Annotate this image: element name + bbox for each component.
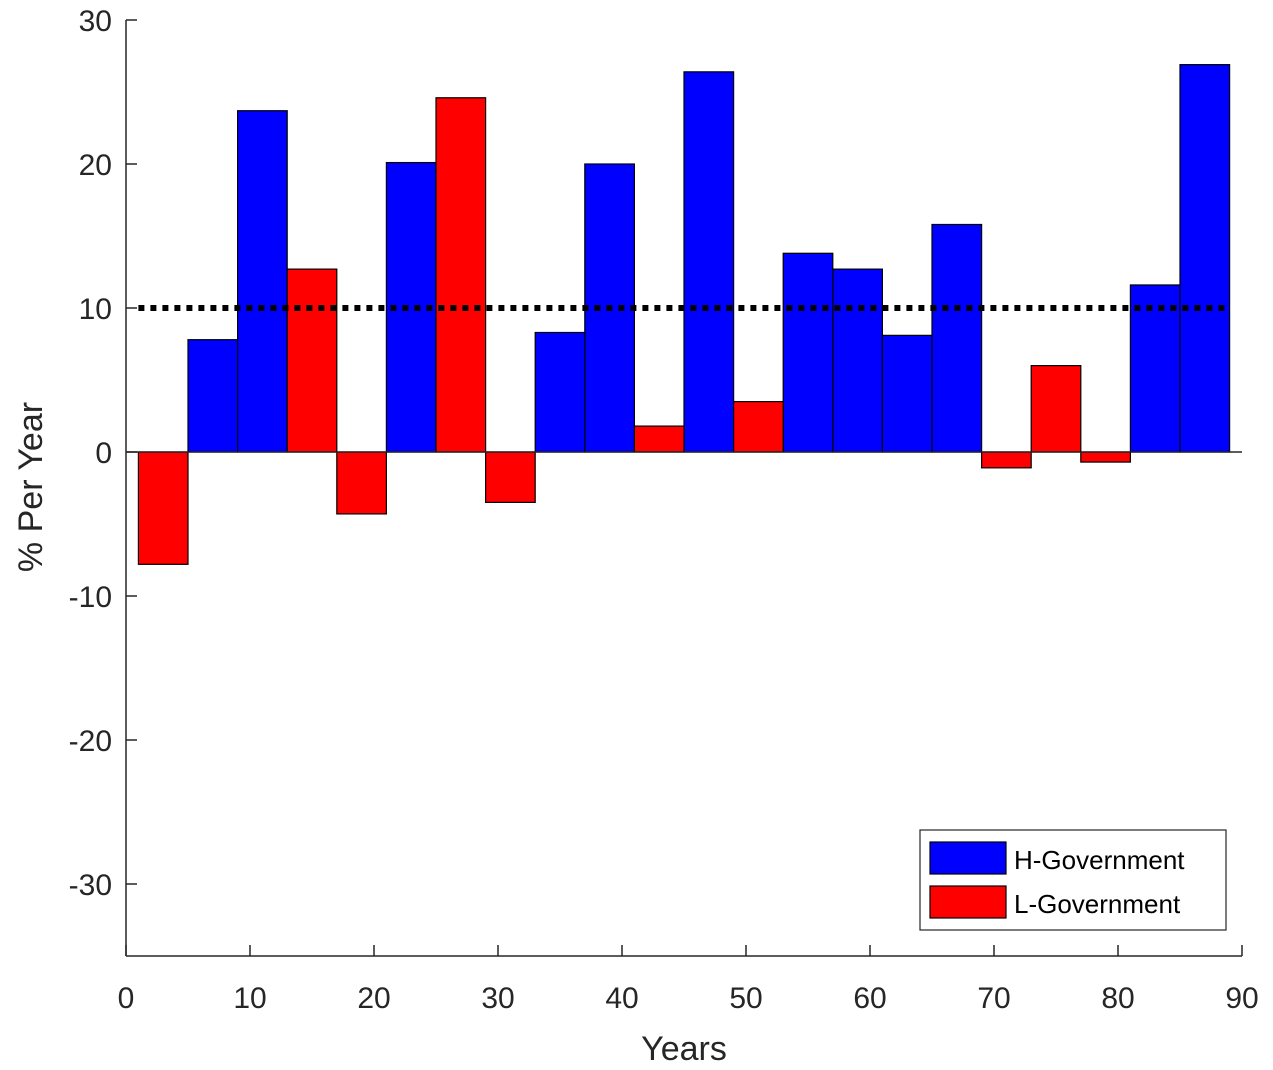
bar-h-government-55 <box>782 252 834 453</box>
bar-l-government-31 <box>485 451 536 504</box>
bar-h-government-59 <box>832 268 883 453</box>
bar-l-government-43 <box>633 425 685 453</box>
y-tick-label: -30 <box>69 869 112 902</box>
legend-swatch-h-government <box>929 841 1007 875</box>
bar-h-government-35 <box>534 331 586 453</box>
legend: H-Government L-Government <box>919 829 1227 931</box>
axes-group: 0 10 20 30 40 50 60 70 80 90 30 20 10 0 -10 -20 -30 <box>69 5 1259 1015</box>
bar-h-government-67 <box>931 223 983 453</box>
bar-h-government-87 <box>1179 64 1231 453</box>
bar-l-government-15 <box>286 268 338 453</box>
legend-swatch-l-government <box>929 885 1007 919</box>
y-tick-label: 0 <box>95 437 112 470</box>
x-tick-label: 80 <box>1101 982 1134 1015</box>
x-tick-label: 90 <box>1225 982 1258 1015</box>
bar-l-government-3 <box>137 451 189 565</box>
legend-label-h-government: H-Government <box>1014 845 1185 875</box>
bar-h-government-83 <box>1129 284 1181 453</box>
y-tick-label: 30 <box>79 5 112 38</box>
bar-h-government-63 <box>881 334 933 453</box>
x-tick-label: 70 <box>977 982 1010 1015</box>
bar-l-government-27 <box>435 97 487 453</box>
bar-h-government-11 <box>237 110 288 453</box>
y-axis-title: % Per Year <box>12 402 50 572</box>
y-tick-label: -10 <box>69 581 112 614</box>
y-tick-label: 20 <box>79 149 112 182</box>
x-tick-label: 30 <box>481 982 514 1015</box>
x-tick-label: 20 <box>357 982 390 1015</box>
bar-l-government-71 <box>980 451 1032 469</box>
bar-l-government-51 <box>732 401 784 453</box>
y-tick-label: 10 <box>79 293 112 326</box>
x-axis-title: Years <box>641 1030 727 1068</box>
x-tick-label: 50 <box>729 982 762 1015</box>
legend-label-l-government: L-Government <box>1014 889 1181 919</box>
bar-h-government-7 <box>187 339 239 453</box>
bar-h-government-47 <box>683 71 735 453</box>
bar-l-government-19 <box>336 451 387 515</box>
bar-l-government-75 <box>1030 365 1082 453</box>
x-tick-label: 10 <box>233 982 266 1015</box>
x-tick-label: 60 <box>853 982 886 1015</box>
y-tick-label: -20 <box>69 725 112 758</box>
x-tick-label: 0 <box>118 982 135 1015</box>
bars-group <box>137 64 1231 565</box>
x-tick-label: 40 <box>605 982 638 1015</box>
bar-l-government-79 <box>1080 451 1132 463</box>
